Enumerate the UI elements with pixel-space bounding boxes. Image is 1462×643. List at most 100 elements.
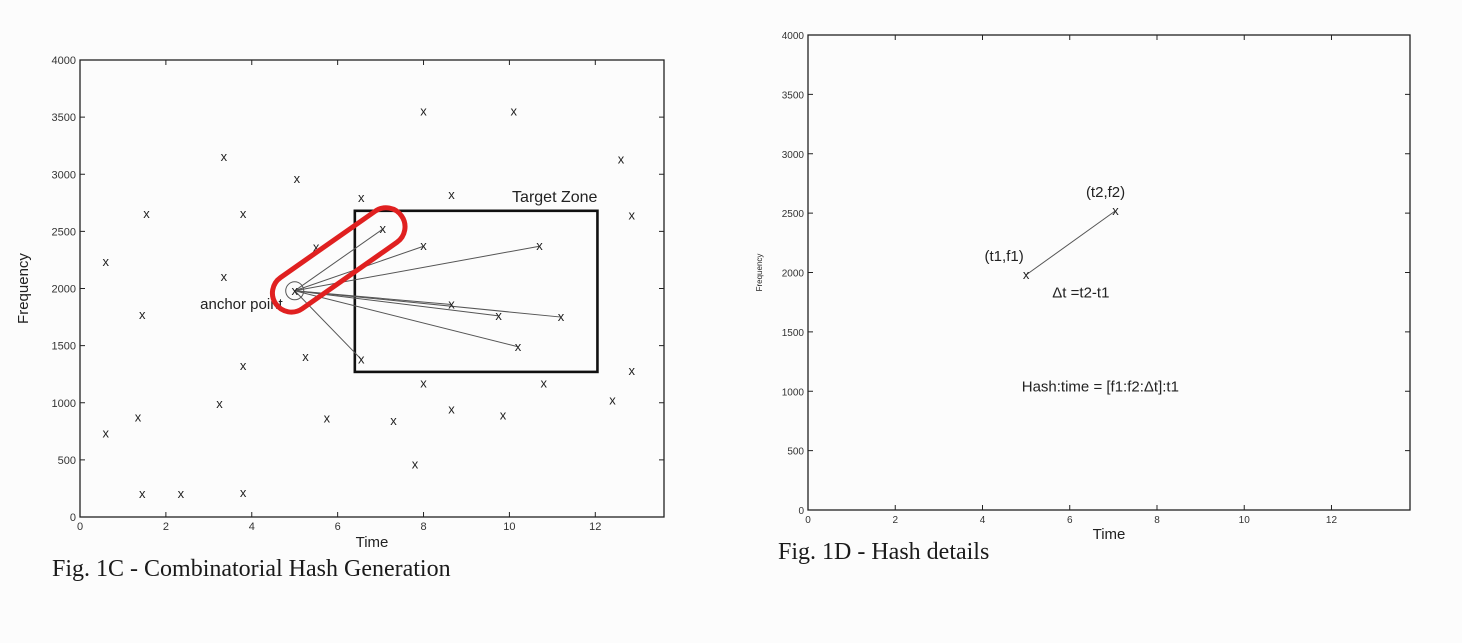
data-point-marker: x <box>629 207 636 222</box>
hash-pair-line <box>1025 210 1116 276</box>
x-tick-label: 10 <box>1239 515 1251 526</box>
data-point-marker: x <box>324 411 331 426</box>
x-tick-label: 12 <box>589 521 601 533</box>
x-tick-label: 6 <box>1067 515 1073 526</box>
plot-frame <box>79 59 665 518</box>
y-tick-label: 2500 <box>782 209 805 220</box>
point-label-t1f1: (t1,f1) <box>985 248 1024 265</box>
chart-1d: 0 2 4 6 8 10 12 0 500 1000 1500 2000 2500 3000 3500 400… <box>755 31 1411 543</box>
y-tick-label: 500 <box>787 447 804 458</box>
hash-formula-annotation: Hash:time = [f1:f2:Δt]:t1 <box>1022 378 1179 395</box>
data-point-marker: x <box>510 103 517 118</box>
y-tick-label: 4000 <box>782 31 805 42</box>
data-point-marker: x <box>313 239 320 254</box>
data-point-marker: x <box>536 238 543 253</box>
data-point-marker: x <box>143 206 150 221</box>
data-point-marker: x <box>412 456 419 471</box>
anchor-circle <box>285 281 305 301</box>
y-tick-label: 500 <box>58 455 76 467</box>
data-point-marker: x <box>515 339 522 354</box>
delta-t-annotation: Δt =t2-t1 <box>1052 284 1109 301</box>
data-point-marker: x <box>390 413 397 428</box>
x-tick-label: 0 <box>805 515 811 526</box>
data-point-marker: x <box>139 307 146 322</box>
pairing-line <box>294 290 362 360</box>
data-point-marker: x <box>240 485 247 500</box>
x-tick-label: 0 <box>77 521 83 533</box>
pairing-line <box>294 290 519 348</box>
y-tick-label: 2000 <box>52 284 76 296</box>
data-point-marker: x <box>1023 267 1030 282</box>
data-point-marker: x <box>216 396 223 411</box>
x-tick-label: 10 <box>503 521 515 533</box>
y-tick-label: 3500 <box>52 112 76 124</box>
y-tick-label: 1000 <box>782 387 805 398</box>
x-tick-label: 2 <box>892 515 898 526</box>
anchor-point-label: anchor point <box>200 296 283 313</box>
data-point-marker: x <box>541 375 548 390</box>
data-point-marker: x <box>618 151 625 166</box>
data-point-marker: x <box>448 187 455 202</box>
data-point-marker: x <box>358 190 365 205</box>
data-point-marker: x <box>221 269 228 284</box>
data-point-marker: x <box>448 402 455 417</box>
data-point-marker: x <box>178 486 185 501</box>
y-tick-label: 2000 <box>782 269 805 280</box>
data-point-marker: x <box>103 254 110 269</box>
y-tick-label: 4000 <box>52 55 76 67</box>
data-point-marker: x <box>609 392 616 407</box>
point-label-t2f2: (t2,f2) <box>1086 184 1125 201</box>
pairing-line <box>294 290 499 317</box>
pairing-line <box>294 245 540 292</box>
data-point-marker: x <box>495 308 502 323</box>
y-axis-label: Frequency <box>15 253 32 324</box>
data-point-marker: x <box>221 149 228 164</box>
data-point-marker: x <box>448 296 455 311</box>
data-point-marker: x <box>420 103 427 118</box>
y-tick-label: 1000 <box>52 398 76 410</box>
x-tick-label: 2 <box>163 521 169 533</box>
x-tick-label: 8 <box>420 521 426 533</box>
x-tick-label: 6 <box>335 521 341 533</box>
anchor-point-marker: x <box>291 283 298 298</box>
target-zone-label: Target Zone <box>512 189 597 206</box>
data-point-marker: x <box>302 349 309 364</box>
y-tick-label: 3500 <box>782 90 805 101</box>
x-tick-label: 4 <box>980 515 986 526</box>
highlight-ellipse <box>269 205 408 315</box>
figure-1c-caption: Fig. 1C - Combinatorial Hash Generation <box>52 556 451 582</box>
data-point-marker: x <box>379 221 386 236</box>
x-tick-label: 8 <box>1154 515 1160 526</box>
data-point-marker: x <box>420 375 427 390</box>
data-point-marker: x <box>420 238 427 253</box>
data-point-marker: x <box>1112 203 1119 218</box>
y-tick-label: 1500 <box>782 328 805 339</box>
data-point-marker: x <box>358 351 365 366</box>
data-point-marker: x <box>103 426 110 441</box>
chart-1c: 0 2 4 6 8 10 12 0 500 1000 1500 2000 2500 3000 3500 400… <box>15 55 665 551</box>
y-tick-label: 2500 <box>52 226 76 238</box>
y-tick-label: 0 <box>70 512 76 524</box>
y-tick-label: 1500 <box>52 341 76 353</box>
target-zone-box <box>353 209 599 374</box>
y-tick-label: 3000 <box>52 169 76 181</box>
pairing-line <box>294 290 561 318</box>
pairing-line <box>294 228 384 292</box>
x-axis-label: Time <box>356 534 389 551</box>
x-tick-label: 4 <box>249 521 255 533</box>
data-point-marker: x <box>629 363 636 378</box>
y-axis-label: Frequency <box>755 254 764 292</box>
data-point-marker: x <box>558 309 565 324</box>
data-point-marker: x <box>240 206 247 221</box>
x-axis-label: Time <box>1093 526 1126 543</box>
plot-frame <box>807 34 1411 511</box>
data-point-marker: x <box>139 486 146 501</box>
data-point-marker: x <box>500 407 507 422</box>
figure-1d-caption: Fig. 1D - Hash details <box>778 539 990 565</box>
y-tick-label: 0 <box>798 506 804 517</box>
data-point-marker: x <box>240 358 247 373</box>
y-tick-label: 3000 <box>782 150 805 161</box>
x-tick-label: 12 <box>1326 515 1338 526</box>
data-point-marker: x <box>135 410 142 425</box>
